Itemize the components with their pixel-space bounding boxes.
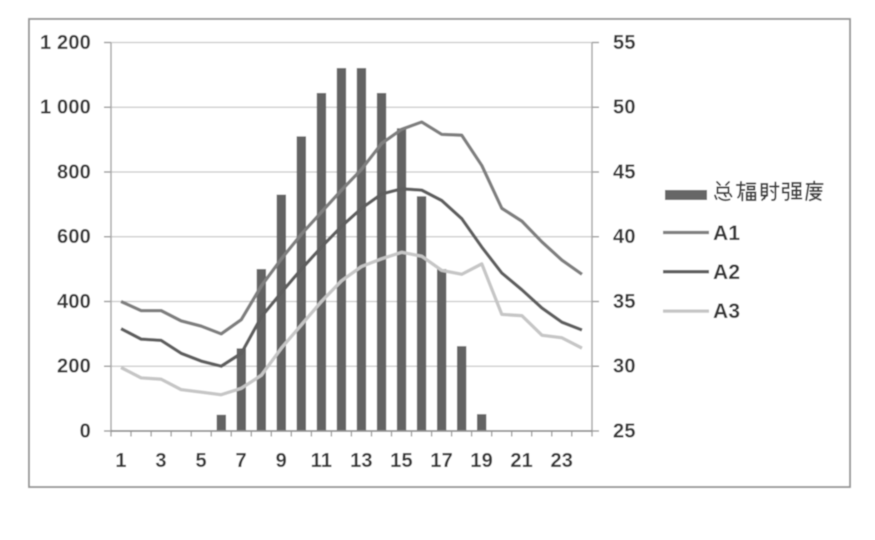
- svg-text:200: 200: [57, 356, 91, 378]
- svg-text:35: 35: [613, 291, 636, 313]
- svg-text:25: 25: [613, 421, 636, 443]
- svg-text:7: 7: [236, 450, 247, 472]
- svg-text:13: 13: [350, 450, 373, 472]
- svg-text:15: 15: [390, 450, 413, 472]
- svg-text:800: 800: [57, 162, 91, 184]
- svg-text:0: 0: [80, 421, 91, 443]
- svg-text:1: 1: [115, 450, 126, 472]
- svg-text:11: 11: [311, 450, 333, 472]
- svg-text:23: 23: [550, 450, 573, 472]
- svg-text:21: 21: [510, 450, 533, 472]
- svg-text:5: 5: [196, 450, 207, 472]
- svg-text:9: 9: [276, 450, 287, 472]
- svg-text:A2: A2: [713, 261, 740, 284]
- svg-text:3: 3: [155, 450, 166, 472]
- svg-text:50: 50: [613, 97, 636, 119]
- svg-text:400: 400: [57, 291, 91, 313]
- svg-text:A1: A1: [713, 222, 740, 245]
- svg-text:600: 600: [57, 226, 91, 248]
- svg-text:45: 45: [613, 162, 636, 184]
- svg-text:19: 19: [470, 450, 493, 472]
- svg-text:55: 55: [613, 32, 636, 54]
- svg-text:1 000: 1 000: [40, 97, 91, 119]
- svg-text:30: 30: [613, 356, 636, 378]
- svg-text:1 200: 1 200: [40, 32, 91, 54]
- svg-text:17: 17: [430, 450, 453, 472]
- svg-text:40: 40: [613, 226, 636, 248]
- svg-text:A3: A3: [713, 300, 740, 323]
